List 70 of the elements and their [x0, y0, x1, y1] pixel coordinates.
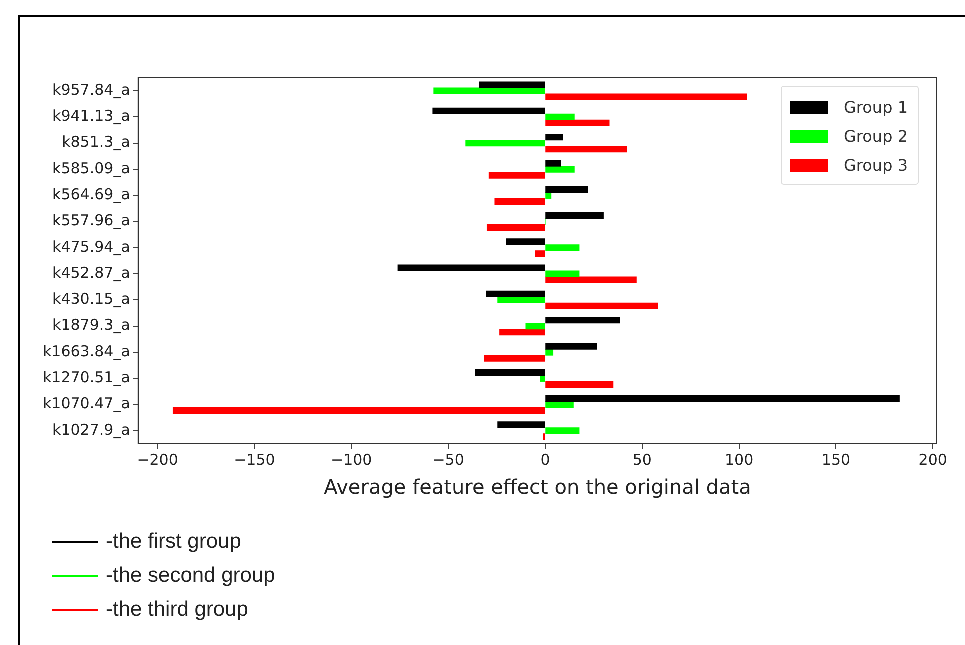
x-tick-label: 100 [724, 450, 754, 469]
bar [498, 422, 546, 428]
bar [546, 276, 637, 284]
bar [546, 343, 598, 350]
text: -the second group [106, 564, 276, 588]
bar [526, 323, 546, 330]
legend-label: Group 2 [844, 127, 908, 146]
y-tick-label: k1027.9_a [52, 420, 130, 439]
x-tick-label: 150 [822, 450, 851, 469]
x-tick-label: −150 [234, 450, 276, 469]
x-tick-label: −50 [432, 450, 464, 469]
y-tick-label: k941.13_a [52, 107, 130, 126]
x-tick-label: −200 [137, 450, 178, 469]
bar [479, 82, 546, 88]
bar [546, 114, 575, 121]
bar [535, 250, 546, 258]
bar [546, 317, 620, 324]
bar [540, 375, 546, 382]
y-tick-label: k557.96_a [52, 212, 130, 230]
y-tick-label: k1070.47_a [42, 394, 130, 413]
bar [486, 224, 546, 232]
bar [546, 401, 574, 408]
x-tick-label: 200 [918, 450, 948, 469]
bar [546, 146, 628, 153]
bar [546, 381, 614, 388]
y-tick-label: k1270.51_a [42, 368, 130, 387]
y-tick-label: k851.3_a [62, 133, 130, 152]
bar [432, 108, 546, 115]
bar [546, 94, 748, 100]
y-tick-label: k430.15_a [52, 290, 130, 308]
bar [398, 264, 546, 272]
bar [546, 166, 575, 173]
bar [546, 428, 580, 434]
bar [466, 140, 546, 147]
bar [172, 407, 546, 414]
bar [475, 369, 546, 376]
text: -the third group [106, 598, 248, 622]
y-tick-label: k564.69_a [52, 186, 130, 204]
bar [500, 329, 546, 336]
x-tick-label: 50 [632, 450, 652, 469]
bar [498, 296, 546, 304]
y-tick-label: k585.09_a [52, 159, 130, 178]
x-tick-label: −100 [331, 450, 372, 469]
legend-label: Group 1 [844, 98, 908, 117]
bar [546, 134, 564, 141]
bar [484, 355, 546, 362]
y-tick-label: k957.84_a [52, 80, 130, 99]
bar [546, 302, 658, 310]
bar [488, 172, 546, 179]
bar [546, 212, 604, 220]
y-tick-label: k475.94_a [52, 238, 130, 256]
bar [506, 238, 546, 246]
bar [546, 244, 580, 252]
bar [434, 88, 546, 94]
bar [546, 192, 552, 199]
legend-label: Group 3 [844, 156, 908, 175]
bar [486, 290, 546, 298]
bar [546, 160, 562, 167]
bar [546, 270, 580, 278]
bar [546, 186, 588, 193]
bar [546, 120, 610, 127]
bar [546, 349, 554, 356]
y-tick-label: k1879.3_a [52, 316, 130, 334]
bar [546, 395, 900, 402]
x-tick-label: 0 [540, 450, 550, 469]
y-tick-label: k452.87_a [52, 264, 130, 282]
bar [494, 198, 546, 205]
x-axis-title: Average feature effect on the original data [324, 475, 752, 500]
text: -the first group [106, 530, 242, 554]
y-tick-label: k1663.84_a [42, 342, 130, 360]
